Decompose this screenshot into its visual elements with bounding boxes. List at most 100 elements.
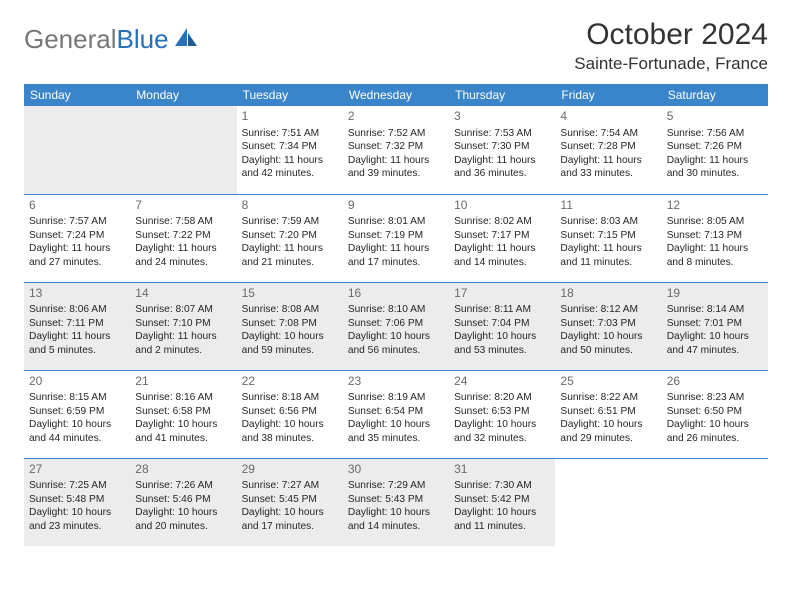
brand-part1: General [24, 24, 117, 55]
day-info: Sunrise: 8:15 AMSunset: 6:59 PMDaylight:… [29, 391, 125, 445]
calendar-week-row: 6Sunrise: 7:57 AMSunset: 7:24 PMDaylight… [24, 194, 768, 282]
day-number: 26 [667, 374, 763, 390]
calendar-day-cell: 31Sunrise: 7:30 AMSunset: 5:42 PMDayligh… [449, 458, 555, 546]
day-number: 7 [135, 198, 231, 214]
calendar-day-cell: 5Sunrise: 7:56 AMSunset: 7:26 PMDaylight… [662, 106, 768, 194]
day-info: Sunrise: 7:56 AMSunset: 7:26 PMDaylight:… [667, 127, 763, 181]
day-info: Sunrise: 8:11 AMSunset: 7:04 PMDaylight:… [454, 303, 550, 357]
header: GeneralBlue October 2024 Sainte-Fortunad… [24, 18, 768, 74]
day-info: Sunrise: 7:54 AMSunset: 7:28 PMDaylight:… [560, 127, 656, 181]
day-info: Sunrise: 7:29 AMSunset: 5:43 PMDaylight:… [348, 479, 444, 533]
calendar-day-cell [130, 106, 236, 194]
calendar-week-row: 27Sunrise: 7:25 AMSunset: 5:48 PMDayligh… [24, 458, 768, 546]
calendar-week-row: 20Sunrise: 8:15 AMSunset: 6:59 PMDayligh… [24, 370, 768, 458]
calendar-day-cell: 15Sunrise: 8:08 AMSunset: 7:08 PMDayligh… [237, 282, 343, 370]
calendar-week-row: 13Sunrise: 8:06 AMSunset: 7:11 PMDayligh… [24, 282, 768, 370]
day-info: Sunrise: 7:59 AMSunset: 7:20 PMDaylight:… [242, 215, 338, 269]
calendar-day-cell: 24Sunrise: 8:20 AMSunset: 6:53 PMDayligh… [449, 370, 555, 458]
day-info: Sunrise: 8:18 AMSunset: 6:56 PMDaylight:… [242, 391, 338, 445]
calendar-day-cell: 25Sunrise: 8:22 AMSunset: 6:51 PMDayligh… [555, 370, 661, 458]
calendar-day-cell: 12Sunrise: 8:05 AMSunset: 7:13 PMDayligh… [662, 194, 768, 282]
day-number: 17 [454, 286, 550, 302]
day-info: Sunrise: 7:58 AMSunset: 7:22 PMDaylight:… [135, 215, 231, 269]
calendar-day-cell: 1 Sunrise: 7:51 AMSunset: 7:34 PMDaylight… [237, 106, 343, 194]
day-number: 31 [454, 462, 550, 478]
calendar-day-cell: 14Sunrise: 8:07 AMSunset: 7:10 PMDayligh… [130, 282, 236, 370]
calendar-day-cell: 4 Sunrise: 7:54 AMSunset: 7:28 PMDaylight… [555, 106, 661, 194]
calendar-day-cell: 3 Sunrise: 7:53 AMSunset: 7:30 PMDaylight… [449, 106, 555, 194]
day-info: Sunrise: 7:25 AMSunset: 5:48 PMDaylight:… [29, 479, 125, 533]
day-info: Sunrise: 7:57 AMSunset: 7:24 PMDaylight:… [29, 215, 125, 269]
calendar-day-cell: 27Sunrise: 7:25 AMSunset: 5:48 PMDayligh… [24, 458, 130, 546]
day-number: 11 [560, 198, 656, 214]
day-number: 1 [242, 109, 338, 125]
calendar-day-cell: 18Sunrise: 8:12 AMSunset: 7:03 PMDayligh… [555, 282, 661, 370]
calendar-day-cell [24, 106, 130, 194]
day-number: 13 [29, 286, 125, 302]
calendar-body: 1 Sunrise: 7:51 AMSunset: 7:34 PMDaylight… [24, 106, 768, 546]
day-number: 27 [29, 462, 125, 478]
day-info: Sunrise: 8:05 AMSunset: 7:13 PMDaylight:… [667, 215, 763, 269]
calendar-day-cell: 29Sunrise: 7:27 AMSunset: 5:45 PMDayligh… [237, 458, 343, 546]
day-info: Sunrise: 8:14 AMSunset: 7:01 PMDaylight:… [667, 303, 763, 357]
day-number: 16 [348, 286, 444, 302]
day-info: Sunrise: 7:27 AMSunset: 5:45 PMDaylight:… [242, 479, 338, 533]
calendar-day-cell: 23Sunrise: 8:19 AMSunset: 6:54 PMDayligh… [343, 370, 449, 458]
weekday-header: Thursday [449, 84, 555, 106]
calendar-week-row: 1 Sunrise: 7:51 AMSunset: 7:34 PMDaylight… [24, 106, 768, 194]
day-number: 19 [667, 286, 763, 302]
day-number: 4 [560, 109, 656, 125]
day-info: Sunrise: 7:52 AMSunset: 7:32 PMDaylight:… [348, 127, 444, 181]
day-info: Sunrise: 8:10 AMSunset: 7:06 PMDaylight:… [348, 303, 444, 357]
location: Sainte-Fortunade, France [574, 54, 768, 74]
day-number: 15 [242, 286, 338, 302]
weekday-header-row: SundayMondayTuesdayWednesdayThursdayFrid… [24, 84, 768, 106]
day-number: 29 [242, 462, 338, 478]
calendar-table: SundayMondayTuesdayWednesdayThursdayFrid… [24, 84, 768, 546]
day-number: 24 [454, 374, 550, 390]
calendar-day-cell: 11Sunrise: 8:03 AMSunset: 7:15 PMDayligh… [555, 194, 661, 282]
day-info: Sunrise: 8:19 AMSunset: 6:54 PMDaylight:… [348, 391, 444, 445]
day-info: Sunrise: 8:01 AMSunset: 7:19 PMDaylight:… [348, 215, 444, 269]
calendar-day-cell: 30Sunrise: 7:29 AMSunset: 5:43 PMDayligh… [343, 458, 449, 546]
calendar-day-cell: 7Sunrise: 7:58 AMSunset: 7:22 PMDaylight… [130, 194, 236, 282]
day-info: Sunrise: 8:20 AMSunset: 6:53 PMDaylight:… [454, 391, 550, 445]
calendar-day-cell: 2 Sunrise: 7:52 AMSunset: 7:32 PMDaylight… [343, 106, 449, 194]
weekday-header: Sunday [24, 84, 130, 106]
calendar-day-cell: 17Sunrise: 8:11 AMSunset: 7:04 PMDayligh… [449, 282, 555, 370]
calendar-day-cell: 10Sunrise: 8:02 AMSunset: 7:17 PMDayligh… [449, 194, 555, 282]
sail-icon [173, 24, 199, 55]
day-info: Sunrise: 8:08 AMSunset: 7:08 PMDaylight:… [242, 303, 338, 357]
day-info: Sunrise: 7:53 AMSunset: 7:30 PMDaylight:… [454, 127, 550, 181]
weekday-header: Monday [130, 84, 236, 106]
day-number: 25 [560, 374, 656, 390]
calendar-day-cell: 20Sunrise: 8:15 AMSunset: 6:59 PMDayligh… [24, 370, 130, 458]
day-info: Sunrise: 8:23 AMSunset: 6:50 PMDaylight:… [667, 391, 763, 445]
day-info: Sunrise: 8:03 AMSunset: 7:15 PMDaylight:… [560, 215, 656, 269]
title-block: October 2024 Sainte-Fortunade, France [574, 18, 768, 74]
day-number: 2 [348, 109, 444, 125]
day-info: Sunrise: 8:16 AMSunset: 6:58 PMDaylight:… [135, 391, 231, 445]
calendar-day-cell: 28Sunrise: 7:26 AMSunset: 5:46 PMDayligh… [130, 458, 236, 546]
day-info: Sunrise: 7:26 AMSunset: 5:46 PMDaylight:… [135, 479, 231, 533]
day-number: 23 [348, 374, 444, 390]
day-number: 10 [454, 198, 550, 214]
day-number: 9 [348, 198, 444, 214]
calendar-day-cell: 26Sunrise: 8:23 AMSunset: 6:50 PMDayligh… [662, 370, 768, 458]
weekday-header: Friday [555, 84, 661, 106]
calendar-day-cell: 9Sunrise: 8:01 AMSunset: 7:19 PMDaylight… [343, 194, 449, 282]
day-info: Sunrise: 8:02 AMSunset: 7:17 PMDaylight:… [454, 215, 550, 269]
calendar-day-cell: 19Sunrise: 8:14 AMSunset: 7:01 PMDayligh… [662, 282, 768, 370]
day-number: 3 [454, 109, 550, 125]
day-number: 12 [667, 198, 763, 214]
weekday-header: Saturday [662, 84, 768, 106]
weekday-header: Tuesday [237, 84, 343, 106]
day-number: 6 [29, 198, 125, 214]
day-info: Sunrise: 7:30 AMSunset: 5:42 PMDaylight:… [454, 479, 550, 533]
calendar-day-cell: 16Sunrise: 8:10 AMSunset: 7:06 PMDayligh… [343, 282, 449, 370]
calendar-day-cell: 13Sunrise: 8:06 AMSunset: 7:11 PMDayligh… [24, 282, 130, 370]
day-number: 21 [135, 374, 231, 390]
day-number: 8 [242, 198, 338, 214]
day-info: Sunrise: 7:51 AMSunset: 7:34 PMDaylight:… [242, 127, 338, 181]
day-info: Sunrise: 8:07 AMSunset: 7:10 PMDaylight:… [135, 303, 231, 357]
